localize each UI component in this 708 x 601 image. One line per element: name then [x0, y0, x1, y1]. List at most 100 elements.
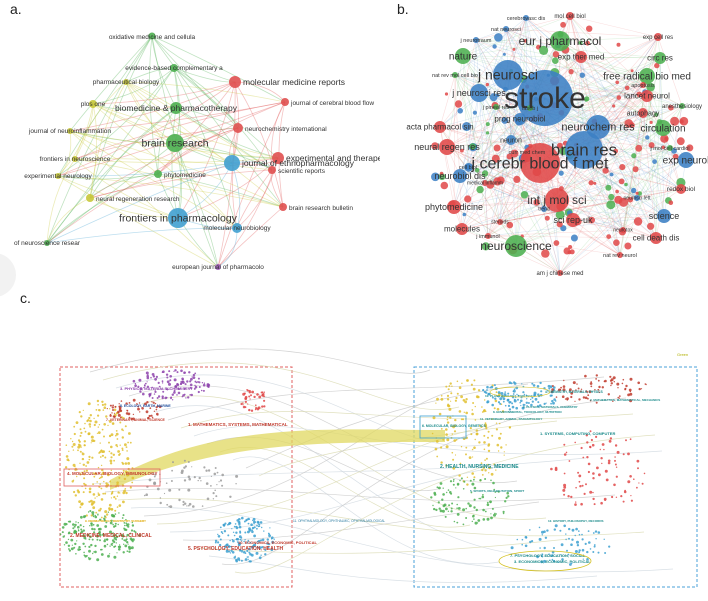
- map-dot: [487, 463, 489, 466]
- map-dot: [188, 371, 191, 374]
- map-dot: [125, 446, 128, 448]
- map-dot: [582, 396, 586, 399]
- label-neural-regeneration-research: neural regeneration research: [96, 196, 180, 203]
- map-dot: [205, 482, 209, 485]
- map-dot: [447, 404, 451, 408]
- map-dot: [595, 378, 597, 380]
- map-dot: [114, 522, 117, 525]
- panel-a-edge: [125, 81, 284, 208]
- panel-a-edge: [278, 101, 286, 208]
- map-dot: [563, 443, 566, 446]
- panel-b-edge: [499, 221, 561, 274]
- panel-a-edge: [89, 157, 279, 199]
- map-dot: [131, 476, 135, 480]
- panel-b-edge: [569, 15, 582, 58]
- panel-b-edge: [559, 36, 659, 42]
- left-cluster-label-5: 4. MOLECULAR, BIOLOGY, IMMUNOLOGY: [67, 471, 158, 476]
- map-dot: [574, 503, 577, 506]
- map-dot: [238, 559, 241, 562]
- map-dot: [485, 457, 488, 460]
- panel-b-edge: [439, 74, 456, 128]
- map-dot: [589, 399, 592, 402]
- map-dot: [497, 401, 501, 404]
- map-dot: [486, 385, 489, 389]
- map-dot: [467, 502, 470, 505]
- map-dot: [188, 504, 190, 507]
- map-dot: [98, 527, 102, 531]
- map-dot: [107, 511, 110, 513]
- map-dot: [264, 553, 267, 556]
- label-scientific-reports: scientific reports: [278, 168, 326, 175]
- panel-b-minor-node: [460, 148, 464, 153]
- label-neuroscience: neuroscience: [480, 239, 552, 253]
- panel-b-minor-node: [627, 196, 634, 203]
- map-dot: [117, 523, 119, 526]
- panel-b-edge: [499, 188, 682, 223]
- map-dot: [116, 535, 119, 539]
- map-dot: [526, 398, 528, 400]
- map-dot: [118, 548, 121, 551]
- map-dot: [92, 472, 95, 475]
- panel-b-edge: [499, 147, 671, 223]
- map-dot: [566, 397, 569, 400]
- map-dot: [247, 539, 250, 542]
- map-dot: [93, 417, 95, 420]
- map-dot: [260, 539, 263, 542]
- panel-b-minor-node: [491, 154, 500, 163]
- map-dot: [492, 481, 495, 485]
- map-dot: [494, 496, 496, 499]
- map-dot: [540, 560, 543, 564]
- panel-b-edge: [559, 40, 657, 239]
- map-dot: [119, 444, 121, 446]
- map-dot: [592, 532, 595, 534]
- map-dot: [485, 391, 488, 394]
- map-dot: [444, 515, 447, 518]
- map-dot: [105, 538, 109, 541]
- map-dot: [472, 402, 475, 404]
- node-phytomedicine: [154, 170, 162, 178]
- panel-b-minor-node: [654, 112, 659, 117]
- map-dot: [478, 441, 481, 444]
- map-dot: [94, 514, 96, 517]
- map-dot: [80, 530, 84, 534]
- panel-b-edge: [478, 17, 527, 94]
- map-dot: [107, 554, 110, 558]
- map-dot: [590, 385, 593, 388]
- map-dot: [229, 495, 232, 498]
- map-dot: [442, 504, 446, 508]
- panel-b-edge: [454, 74, 687, 161]
- map-dot: [572, 390, 574, 392]
- map-dot: [644, 383, 647, 385]
- panel-a-edge: [89, 173, 159, 199]
- map-dot: [565, 451, 568, 454]
- map-dot: [244, 539, 246, 541]
- map-dot: [465, 453, 467, 456]
- panel-b-minor-node: [481, 242, 490, 251]
- map-dot: [65, 444, 68, 447]
- map-dot: [589, 548, 592, 550]
- panel-b-edge: [597, 36, 659, 128]
- map-dot: [95, 511, 98, 514]
- map-dot: [490, 385, 494, 389]
- map-dot: [261, 526, 263, 529]
- map-dot: [608, 439, 612, 443]
- map-dot: [257, 521, 260, 524]
- node-cell-biol: [465, 164, 471, 170]
- map-dot: [83, 427, 86, 430]
- map-dot: [103, 539, 106, 543]
- map-dot: [538, 537, 542, 541]
- map-dot: [78, 411, 81, 414]
- map-dot: [171, 469, 174, 472]
- map-dot: [539, 547, 541, 549]
- map-dot: [72, 443, 76, 446]
- map-dot: [113, 459, 115, 462]
- map-dot: [493, 384, 496, 387]
- map-dot: [205, 469, 208, 472]
- map-dot: [85, 538, 87, 540]
- map-dot: [96, 538, 99, 541]
- map-dot: [150, 376, 152, 379]
- panel-b-edge: [519, 118, 665, 217]
- map-dot: [168, 505, 170, 508]
- node-nature: [455, 48, 471, 64]
- map-dot: [550, 467, 553, 471]
